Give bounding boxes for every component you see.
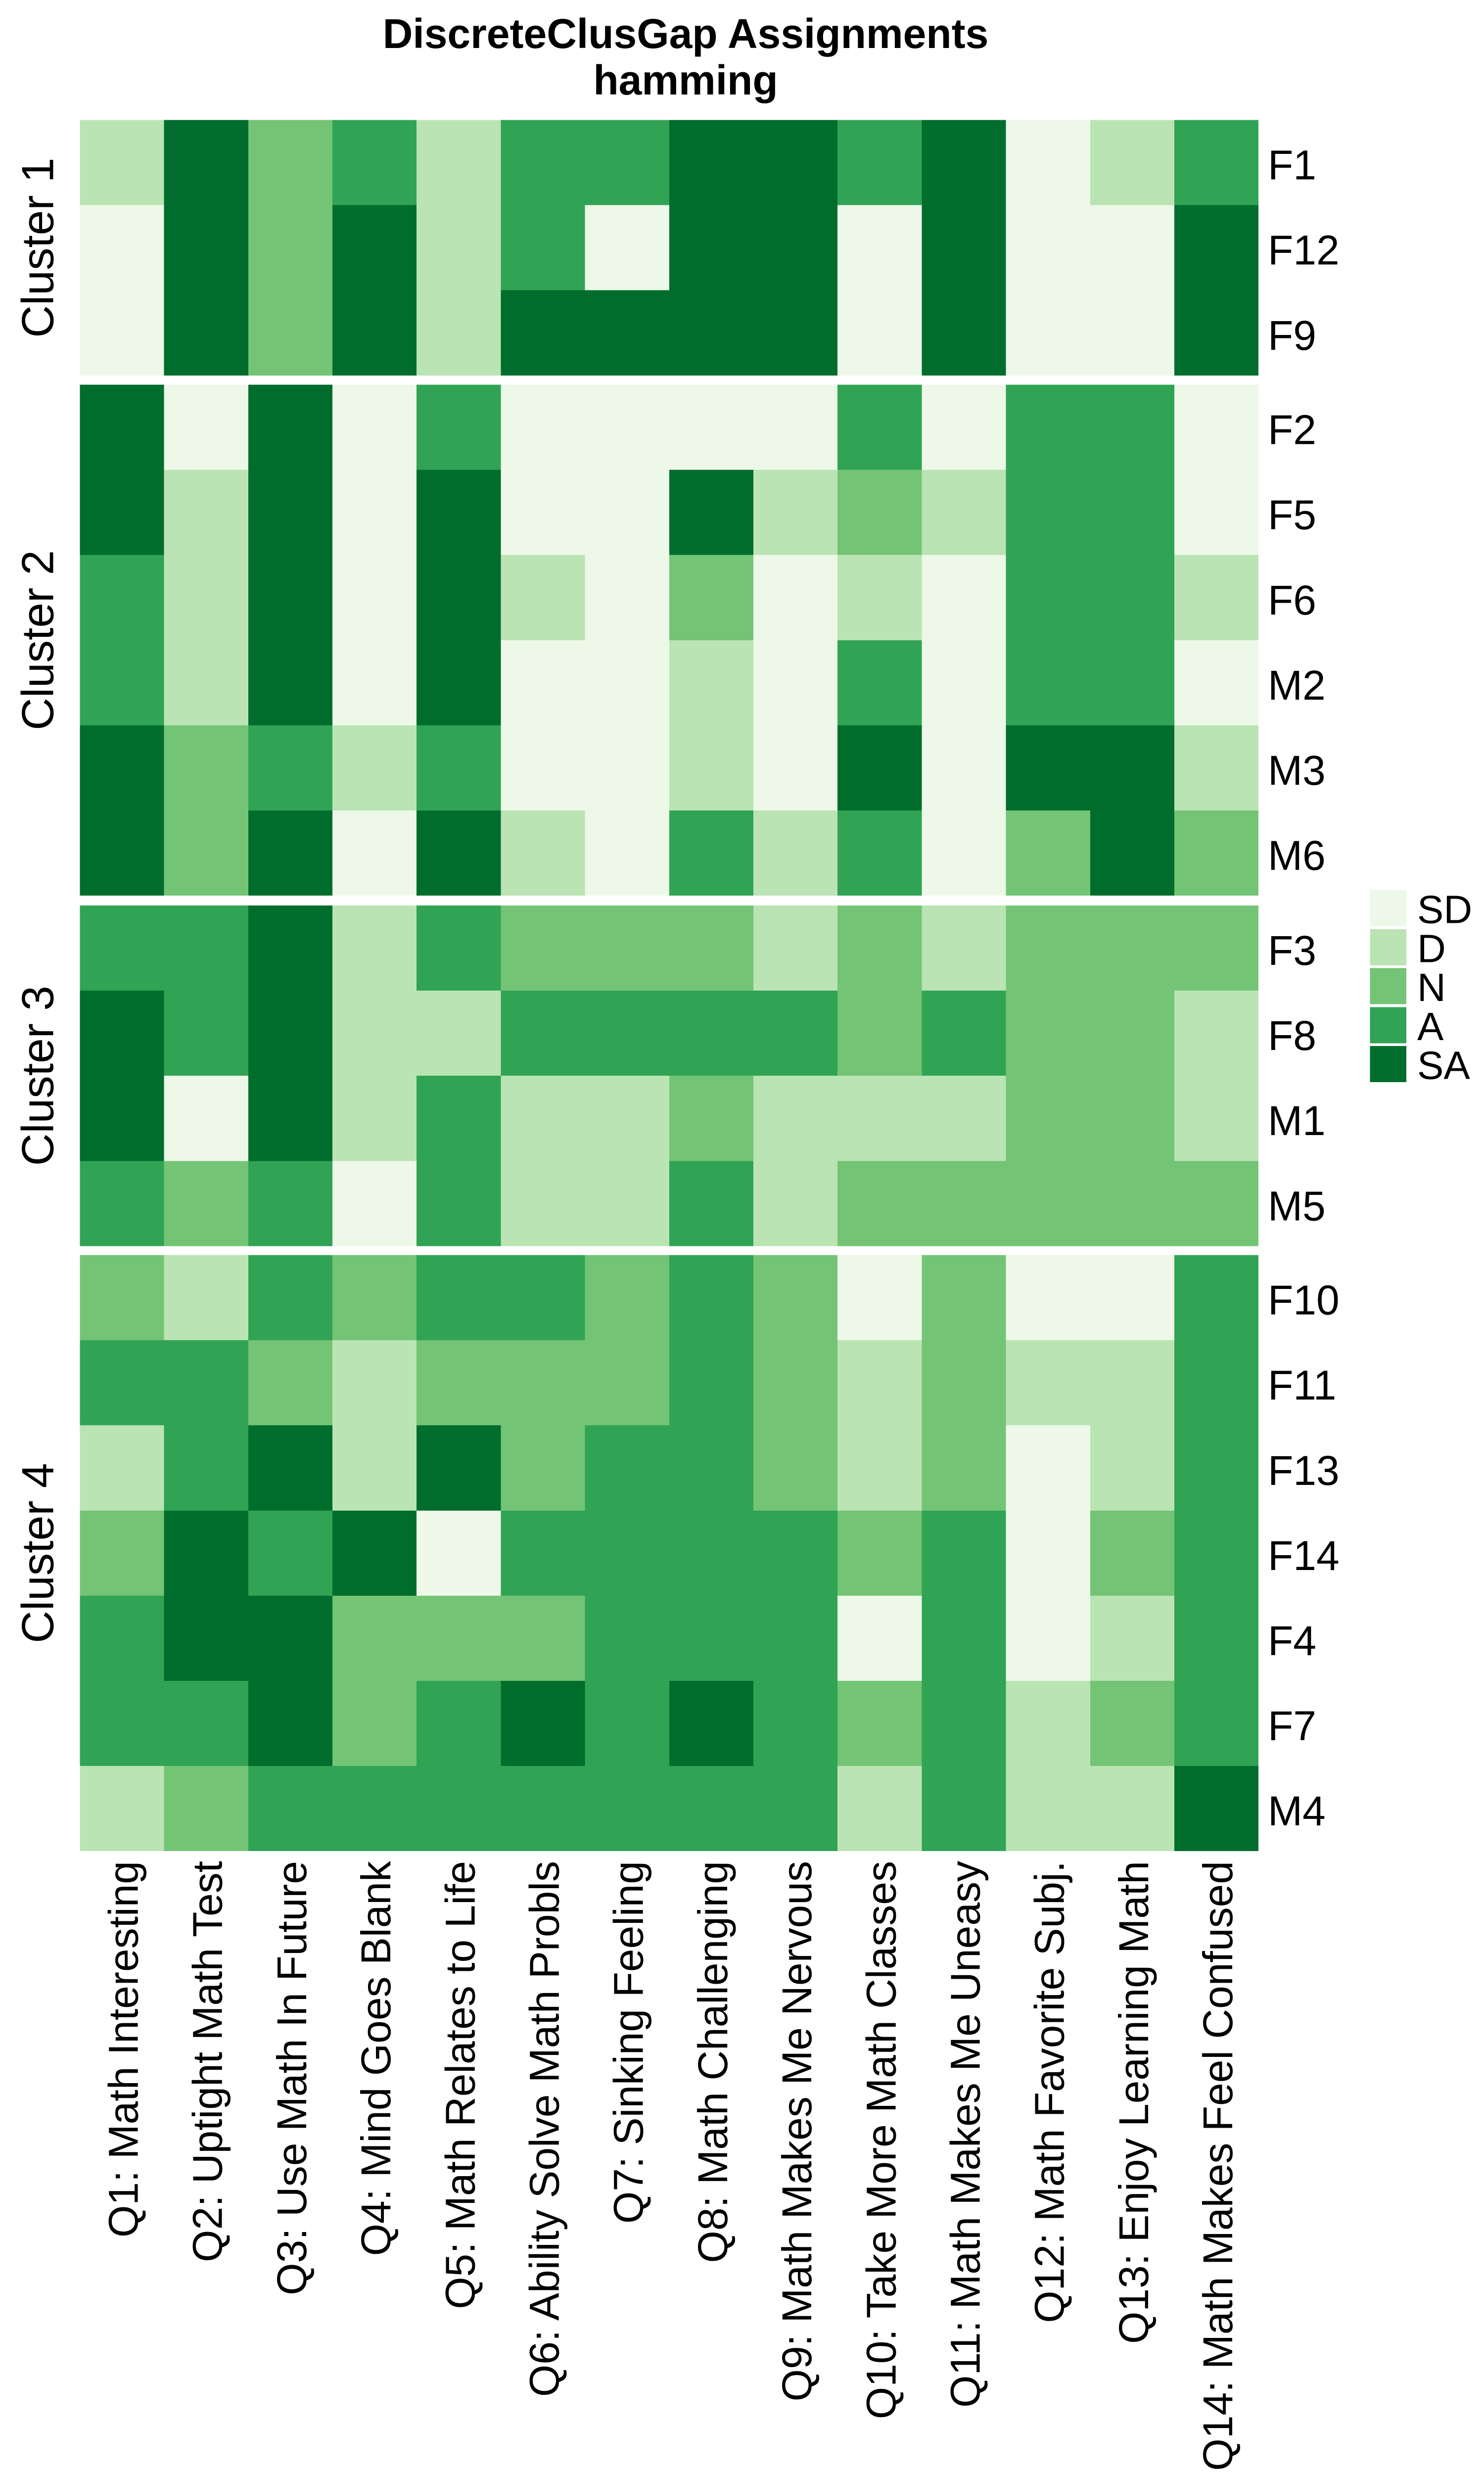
svg-text:Q9: Math Makes Me Nervous: Q9: Math Makes Me Nervous — [774, 1861, 820, 2401]
svg-text:SD: SD — [1417, 888, 1472, 932]
svg-text:M4: M4 — [1268, 1788, 1326, 1834]
svg-text:Q12: Math Favorite Subj.: Q12: Math Favorite Subj. — [1026, 1861, 1073, 2323]
svg-text:F12: F12 — [1268, 227, 1340, 274]
svg-text:F13: F13 — [1268, 1447, 1340, 1494]
svg-text:Cluster 4: Cluster 4 — [13, 1463, 63, 1643]
svg-text:Cluster 3: Cluster 3 — [13, 986, 63, 1166]
svg-text:F4: F4 — [1268, 1618, 1316, 1664]
svg-text:F2: F2 — [1268, 407, 1316, 453]
svg-text:M5: M5 — [1268, 1183, 1326, 1229]
svg-text:Q1: Math Interesting: Q1: Math Interesting — [100, 1861, 147, 2237]
svg-text:Cluster 1: Cluster 1 — [13, 158, 63, 338]
svg-text:Q2: Uptight Math Test: Q2: Uptight Math Test — [185, 1861, 231, 2262]
svg-text:Q5: Math Relates to Life: Q5: Math Relates to Life — [437, 1861, 483, 2309]
svg-text:F5: F5 — [1268, 492, 1316, 538]
svg-text:F3: F3 — [1268, 927, 1316, 974]
svg-text:M1: M1 — [1268, 1097, 1326, 1144]
svg-text:Q3: Use Math In Future: Q3: Use Math In Future — [269, 1861, 315, 2295]
svg-text:F8: F8 — [1268, 1012, 1316, 1059]
svg-text:Q6: Ability Solve Math Probls: Q6: Ability Solve Math Probls — [521, 1861, 568, 2397]
svg-text:Q14: Math Makes Feel Confused: Q14: Math Makes Feel Confused — [1195, 1861, 1241, 2471]
svg-text:Q4: Mind Goes Blank: Q4: Mind Goes Blank — [353, 1860, 399, 2256]
svg-text:F14: F14 — [1268, 1532, 1340, 1579]
svg-text:F10: F10 — [1268, 1277, 1340, 1324]
svg-text:Q13: Enjoy Learning Math: Q13: Enjoy Learning Math — [1111, 1861, 1157, 2344]
svg-text:hamming: hamming — [593, 57, 778, 103]
svg-text:M2: M2 — [1268, 662, 1326, 709]
svg-text:SA: SA — [1417, 1044, 1470, 1088]
svg-text:D: D — [1417, 926, 1446, 970]
svg-text:Cluster 2: Cluster 2 — [13, 550, 63, 730]
svg-text:N: N — [1417, 965, 1446, 1009]
svg-text:F9: F9 — [1268, 312, 1316, 359]
svg-text:M6: M6 — [1268, 832, 1326, 879]
svg-text:F11: F11 — [1268, 1362, 1337, 1409]
svg-text:M3: M3 — [1268, 747, 1326, 794]
svg-text:F7: F7 — [1268, 1703, 1316, 1749]
svg-text:Q10: Take More Math Classes: Q10: Take More Math Classes — [858, 1861, 904, 2419]
svg-text:F6: F6 — [1268, 577, 1316, 623]
svg-text:Q7: Sinking Feeling: Q7: Sinking Feeling — [605, 1861, 652, 2224]
svg-text:Q8: Math Challenging: Q8: Math Challenging — [690, 1861, 736, 2263]
svg-text:A: A — [1417, 1004, 1444, 1048]
svg-text:Q11: Math Makes Me Uneasy: Q11: Math Makes Me Uneasy — [942, 1861, 989, 2408]
svg-text:F1: F1 — [1268, 142, 1316, 189]
svg-text:DiscreteClusGap Assignments: DiscreteClusGap Assignments — [383, 10, 989, 57]
